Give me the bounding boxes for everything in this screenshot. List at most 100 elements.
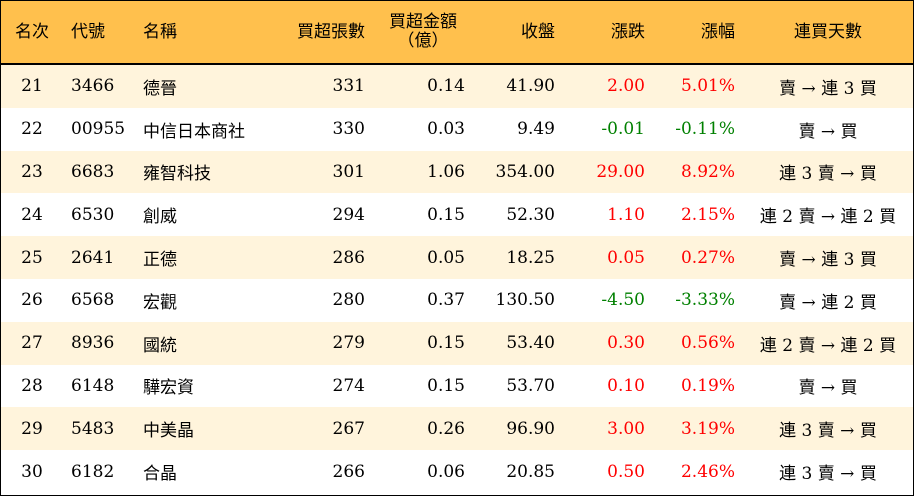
pct-cell: 5.01% xyxy=(653,64,743,108)
amount-cell: 0.15 xyxy=(373,321,473,365)
change-cell: 3.00 xyxy=(563,407,653,451)
lots-cell: 280 xyxy=(265,278,373,322)
table-row: 25 2641 正德 286 0.05 18.25 0.05 0.27% 賣 →… xyxy=(1,236,913,279)
change-cell: 0.50 xyxy=(563,450,653,493)
table-row: 26 6568 宏觀 280 0.37 130.50 -4.50 -3.33% … xyxy=(1,278,913,322)
change-cell: 29.00 xyxy=(563,150,653,194)
table-row: 29 5483 中美晶 267 0.26 96.90 3.00 3.19% 連 … xyxy=(1,407,913,451)
table-row: 30 6182 合晶 266 0.06 20.85 0.50 2.46% 連 3… xyxy=(1,450,913,493)
close-cell: 18.25 xyxy=(473,236,563,279)
days-cell: 賣 → 連 3 買 xyxy=(743,236,913,279)
header-change: 漲跌 xyxy=(563,1,653,65)
code-cell: 6683 xyxy=(63,150,135,194)
days-cell: 連 3 賣 → 買 xyxy=(743,150,913,194)
lots-cell: 274 xyxy=(265,364,373,408)
lots-cell: 279 xyxy=(265,321,373,365)
code-cell: 5483 xyxy=(63,407,135,451)
close-cell: 53.70 xyxy=(473,364,563,408)
header-amount-line1: 買超金額 xyxy=(389,12,457,32)
pct-cell: 8.92% xyxy=(653,150,743,194)
rank-cell: 22 xyxy=(1,107,63,151)
pct-cell: -3.33% xyxy=(653,278,743,322)
days-cell: 賣 → 買 xyxy=(743,107,913,151)
name-cell: 宏觀 xyxy=(135,278,265,322)
close-cell: 96.90 xyxy=(473,407,563,451)
days-cell: 賣 → 連 3 買 xyxy=(743,64,913,108)
header-row: 名次 代號 名稱 買超張數 買超金額 （億） 收盤 漲跌 漲幅 連買天數 xyxy=(1,1,913,65)
rank-cell: 24 xyxy=(1,193,63,237)
pct-cell: 2.15% xyxy=(653,193,743,237)
code-cell: 2641 xyxy=(63,236,135,279)
rank-cell: 21 xyxy=(1,64,63,108)
days-cell: 連 2 賣 → 連 2 買 xyxy=(743,193,913,237)
days-cell: 連 3 賣 → 買 xyxy=(743,407,913,451)
days-cell: 賣 → 買 xyxy=(743,364,913,408)
code-cell: 6568 xyxy=(63,278,135,322)
code-cell: 6148 xyxy=(63,364,135,408)
lots-cell: 286 xyxy=(265,236,373,279)
table-row: 22 00955 中信日本商社 330 0.03 9.49 -0.01 -0.1… xyxy=(1,107,913,151)
amount-cell: 0.26 xyxy=(373,407,473,451)
amount-cell: 0.15 xyxy=(373,193,473,237)
change-cell: 0.10 xyxy=(563,364,653,408)
rank-cell: 25 xyxy=(1,236,63,279)
pct-cell: 3.19% xyxy=(653,407,743,451)
header-days: 連買天數 xyxy=(743,1,913,65)
amount-cell: 0.15 xyxy=(373,364,473,408)
days-cell: 連 2 賣 → 連 2 買 xyxy=(743,321,913,365)
header-close: 收盤 xyxy=(473,1,563,65)
close-cell: 130.50 xyxy=(473,278,563,322)
pct-cell: 0.56% xyxy=(653,321,743,365)
pct-cell: 0.19% xyxy=(653,364,743,408)
change-cell: 0.05 xyxy=(563,236,653,279)
amount-cell: 0.06 xyxy=(373,450,473,493)
close-cell: 9.49 xyxy=(473,107,563,151)
amount-cell: 0.03 xyxy=(373,107,473,151)
header-name: 名稱 xyxy=(135,1,265,65)
name-cell: 正德 xyxy=(135,236,265,279)
amount-cell: 0.05 xyxy=(373,236,473,279)
change-cell: 1.10 xyxy=(563,193,653,237)
change-cell: -0.01 xyxy=(563,107,653,151)
lots-cell: 331 xyxy=(265,64,373,108)
days-cell: 賣 → 連 2 買 xyxy=(743,278,913,322)
header-rank: 名次 xyxy=(1,1,63,65)
name-cell: 驊宏資 xyxy=(135,364,265,408)
name-cell: 國統 xyxy=(135,321,265,365)
name-cell: 德晉 xyxy=(135,64,265,108)
table-row: 21 3466 德晉 331 0.14 41.90 2.00 5.01% 賣 →… xyxy=(1,64,913,108)
change-cell: 0.30 xyxy=(563,321,653,365)
close-cell: 354.00 xyxy=(473,150,563,194)
lots-cell: 294 xyxy=(265,193,373,237)
rank-cell: 26 xyxy=(1,278,63,322)
pct-cell: 2.46% xyxy=(653,450,743,493)
name-cell: 中信日本商社 xyxy=(135,107,265,151)
table-body: 21 3466 德晉 331 0.14 41.90 2.00 5.01% 賣 →… xyxy=(1,64,913,493)
code-cell: 6182 xyxy=(63,450,135,493)
name-cell: 合晶 xyxy=(135,450,265,493)
change-cell: -4.50 xyxy=(563,278,653,322)
code-cell: 3466 xyxy=(63,64,135,108)
close-cell: 41.90 xyxy=(473,64,563,108)
header-amount: 買超金額 （億） xyxy=(373,1,473,65)
change-cell: 2.00 xyxy=(563,64,653,108)
close-cell: 52.30 xyxy=(473,193,563,237)
code-cell: 8936 xyxy=(63,321,135,365)
rank-cell: 30 xyxy=(1,450,63,493)
close-cell: 53.40 xyxy=(473,321,563,365)
header-lots: 買超張數 xyxy=(265,1,373,65)
lots-cell: 330 xyxy=(265,107,373,151)
table-row: 28 6148 驊宏資 274 0.15 53.70 0.10 0.19% 賣 … xyxy=(1,364,913,408)
rank-cell: 23 xyxy=(1,150,63,194)
rank-cell: 29 xyxy=(1,407,63,451)
amount-cell: 1.06 xyxy=(373,150,473,194)
rank-cell: 28 xyxy=(1,364,63,408)
header-code: 代號 xyxy=(63,1,135,65)
name-cell: 中美晶 xyxy=(135,407,265,451)
lots-cell: 267 xyxy=(265,407,373,451)
table-row: 27 8936 國統 279 0.15 53.40 0.30 0.56% 連 2… xyxy=(1,321,913,365)
lots-cell: 301 xyxy=(265,150,373,194)
pct-cell: 0.27% xyxy=(653,236,743,279)
